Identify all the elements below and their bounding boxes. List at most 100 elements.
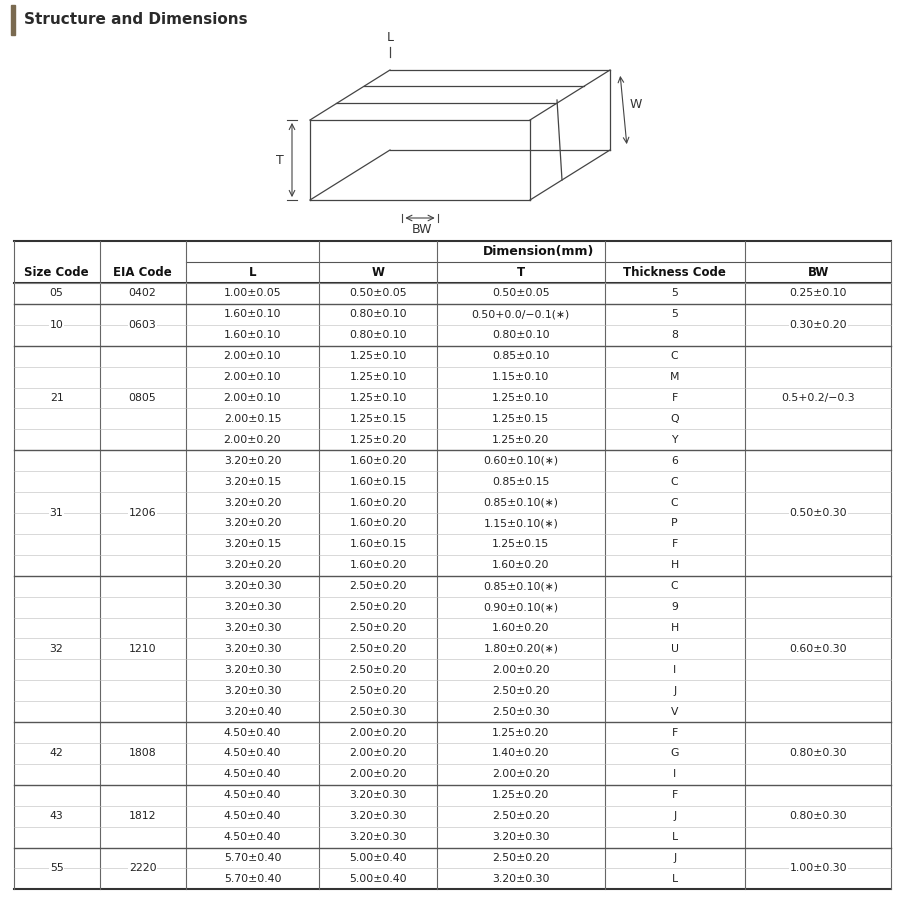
Text: J: J <box>673 853 676 863</box>
Text: 2.50±0.20: 2.50±0.20 <box>349 623 407 633</box>
Text: 0.85±0.10(∗): 0.85±0.10(∗) <box>483 581 558 591</box>
Text: 0603: 0603 <box>129 319 157 329</box>
Text: 3.20±0.30: 3.20±0.30 <box>349 832 407 842</box>
Text: 5.00±0.40: 5.00±0.40 <box>349 874 407 884</box>
Text: 1.25±0.15: 1.25±0.15 <box>349 414 407 424</box>
Text: V: V <box>671 707 679 717</box>
Text: 05: 05 <box>50 289 63 299</box>
Text: L: L <box>672 874 678 884</box>
Text: 0.80±0.10: 0.80±0.10 <box>492 330 549 340</box>
Text: 2.00±0.20: 2.00±0.20 <box>349 728 407 738</box>
Text: 0.60±0.10(∗): 0.60±0.10(∗) <box>483 456 558 466</box>
Text: W: W <box>372 266 385 279</box>
Text: J: J <box>673 811 676 821</box>
Text: 4.50±0.40: 4.50±0.40 <box>224 748 281 758</box>
Text: H: H <box>671 623 679 633</box>
Text: 2.50±0.30: 2.50±0.30 <box>349 707 407 717</box>
Text: 0.50±0.30: 0.50±0.30 <box>789 508 847 518</box>
Text: 0.50+0.0/−0.1(∗): 0.50+0.0/−0.1(∗) <box>472 310 570 319</box>
Text: 1.60±0.20: 1.60±0.20 <box>349 519 407 529</box>
Text: L: L <box>249 266 256 279</box>
Text: F: F <box>672 728 678 738</box>
Text: 5.70±0.40: 5.70±0.40 <box>224 874 281 884</box>
Text: 2.50±0.20: 2.50±0.20 <box>349 602 407 612</box>
Text: 1.60±0.15: 1.60±0.15 <box>349 477 407 487</box>
Text: 0.50±0.05: 0.50±0.05 <box>349 289 407 299</box>
Text: 3.20±0.30: 3.20±0.30 <box>492 874 549 884</box>
Text: 3.20±0.30: 3.20±0.30 <box>224 643 281 654</box>
Text: 1206: 1206 <box>129 508 157 518</box>
Text: 0.5+0.2/−0.3: 0.5+0.2/−0.3 <box>781 393 855 403</box>
Text: I: I <box>673 769 676 779</box>
Text: 0.85±0.15: 0.85±0.15 <box>492 477 549 487</box>
Text: H: H <box>671 560 679 570</box>
Text: 2.50±0.20: 2.50±0.20 <box>349 686 407 696</box>
Text: 2.00±0.20: 2.00±0.20 <box>224 434 281 444</box>
Text: U: U <box>671 643 679 654</box>
Text: 1.25±0.15: 1.25±0.15 <box>492 539 549 549</box>
Text: 3.20±0.30: 3.20±0.30 <box>349 790 407 800</box>
Text: 1.25±0.10: 1.25±0.10 <box>492 393 549 403</box>
Text: 0.80±0.30: 0.80±0.30 <box>789 811 847 821</box>
Text: 3.20±0.40: 3.20±0.40 <box>224 707 281 717</box>
Text: 0.50±0.05: 0.50±0.05 <box>492 289 549 299</box>
Text: 0.85±0.10(∗): 0.85±0.10(∗) <box>483 498 558 508</box>
Text: 3.20±0.30: 3.20±0.30 <box>224 581 281 591</box>
Text: 3.20±0.30: 3.20±0.30 <box>224 686 281 696</box>
Text: M: M <box>670 372 680 382</box>
Text: 2.50±0.20: 2.50±0.20 <box>492 686 549 696</box>
Text: 1.60±0.20: 1.60±0.20 <box>492 560 549 570</box>
Text: 6: 6 <box>672 456 678 466</box>
Text: 1.60±0.10: 1.60±0.10 <box>224 330 281 340</box>
Text: 1.25±0.10: 1.25±0.10 <box>349 372 407 382</box>
Text: 1.15±0.10(∗): 1.15±0.10(∗) <box>483 519 558 529</box>
Text: 1.25±0.10: 1.25±0.10 <box>349 351 407 361</box>
Text: 2.00±0.15: 2.00±0.15 <box>224 414 281 424</box>
Text: 1.40±0.20: 1.40±0.20 <box>492 748 549 758</box>
Text: 21: 21 <box>50 393 63 403</box>
Text: 2.00±0.20: 2.00±0.20 <box>349 769 407 779</box>
Text: 1210: 1210 <box>129 643 157 654</box>
Text: 1.60±0.10: 1.60±0.10 <box>224 310 281 319</box>
Text: Size Code: Size Code <box>24 266 89 279</box>
Text: 4.50±0.40: 4.50±0.40 <box>224 728 281 738</box>
Text: Q: Q <box>671 414 679 424</box>
Text: Structure and Dimensions: Structure and Dimensions <box>24 13 248 27</box>
Text: 3.20±0.15: 3.20±0.15 <box>224 539 281 549</box>
Text: 1.60±0.20: 1.60±0.20 <box>349 560 407 570</box>
Text: 0.80±0.10: 0.80±0.10 <box>349 310 407 319</box>
Text: 1812: 1812 <box>129 811 157 821</box>
Text: 3.20±0.30: 3.20±0.30 <box>224 623 281 633</box>
Text: 1.60±0.20: 1.60±0.20 <box>349 498 407 508</box>
Text: 0.25±0.10: 0.25±0.10 <box>789 289 847 299</box>
Text: 1.25±0.15: 1.25±0.15 <box>492 414 549 424</box>
Text: Dimension(mm): Dimension(mm) <box>482 245 595 258</box>
Text: 4.50±0.40: 4.50±0.40 <box>224 790 281 800</box>
Text: 1.60±0.20: 1.60±0.20 <box>492 623 549 633</box>
Text: 1.25±0.20: 1.25±0.20 <box>349 434 407 444</box>
Text: 4.50±0.40: 4.50±0.40 <box>224 769 281 779</box>
Text: C: C <box>671 477 679 487</box>
Text: 1.25±0.20: 1.25±0.20 <box>492 790 549 800</box>
Text: L: L <box>386 31 394 44</box>
Text: 1808: 1808 <box>129 748 157 758</box>
Text: 9: 9 <box>672 602 678 612</box>
Text: 0.90±0.10(∗): 0.90±0.10(∗) <box>483 602 558 612</box>
Text: Y: Y <box>672 434 678 444</box>
Text: 2220: 2220 <box>129 863 157 873</box>
Text: 0.85±0.10: 0.85±0.10 <box>492 351 549 361</box>
Text: 1.25±0.20: 1.25±0.20 <box>492 728 549 738</box>
Text: 2.50±0.20: 2.50±0.20 <box>349 665 407 675</box>
Text: W: W <box>630 99 643 111</box>
Text: 0.60±0.30: 0.60±0.30 <box>789 643 847 654</box>
Text: 3.20±0.20: 3.20±0.20 <box>224 560 281 570</box>
Text: 4.50±0.40: 4.50±0.40 <box>224 832 281 842</box>
Text: 2.50±0.20: 2.50±0.20 <box>349 581 407 591</box>
Text: G: G <box>671 748 679 758</box>
Text: 1.80±0.20(∗): 1.80±0.20(∗) <box>483 643 558 654</box>
Text: EIA Code: EIA Code <box>113 266 172 279</box>
Text: 2.50±0.20: 2.50±0.20 <box>349 643 407 654</box>
Text: 3.20±0.30: 3.20±0.30 <box>224 665 281 675</box>
Text: 2.00±0.10: 2.00±0.10 <box>224 351 281 361</box>
Text: Thickness Code: Thickness Code <box>624 266 726 279</box>
